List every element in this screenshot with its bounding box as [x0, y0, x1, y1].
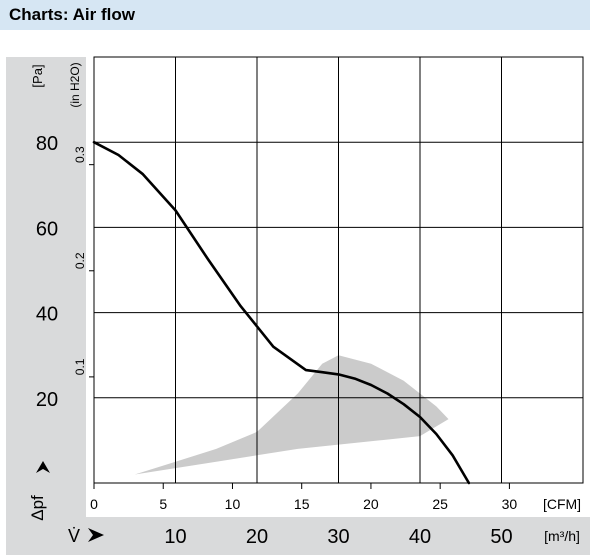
x-tick-label-cfm: 0 [90, 496, 98, 512]
x-tick-label-cfm: 10 [225, 496, 241, 512]
x-unit-cfm: [CFM] [543, 496, 581, 512]
y-axis-band [6, 57, 86, 522]
y-tick-label-inh2o: 0.2 [73, 252, 87, 269]
x-tick-label-m3h: 30 [327, 526, 349, 548]
x-tick-label-m3h: 20 [246, 526, 268, 548]
x-tick-label-cfm: 30 [502, 496, 518, 512]
y-tick-label-pa: 40 [36, 304, 58, 326]
x-axis-band [6, 517, 590, 555]
x-tick-label-m3h: 10 [164, 526, 186, 548]
grid-layer [93, 56, 584, 484]
section-header: Charts: Air flow [0, 0, 590, 30]
y-unit-pa: [Pa] [30, 64, 45, 87]
curve-layer [92, 140, 471, 485]
section-title: Charts: Air flow [9, 5, 135, 24]
x-unit-m3h: [m³/h] [544, 528, 580, 544]
y-axis-symbol: Δpf [28, 495, 47, 521]
y-tick-label-pa: 20 [36, 389, 58, 411]
x-axis-symbol: V̇ [68, 526, 80, 546]
y-axis-arrow-icon [36, 461, 50, 473]
x-axis-arrow-icon [88, 528, 104, 542]
label-layer: [Pa] (in H2O) Δpf [CFM] [m³/h] V̇ [28, 62, 581, 546]
y-tick-label-pa: 60 [36, 218, 58, 240]
y-tick-label-inh2o: 0.3 [73, 146, 87, 163]
x-tick-label-cfm: 25 [432, 496, 448, 512]
x-tick-label-cfm: 20 [363, 496, 379, 512]
air-flow-curve [92, 140, 471, 485]
y-tick-label-pa: 80 [36, 133, 58, 155]
y-tick-label-inh2o: 0.1 [73, 358, 87, 375]
x-tick-label-cfm: 15 [294, 496, 310, 512]
tick-layer: 20 40 60 80 0.1 0.2 0.3 0 5 10 15 20 25 30 10 20 30 40 50 [36, 133, 518, 548]
operating-region [94, 355, 449, 483]
x-tick-label-m3h: 50 [490, 526, 512, 548]
x-tick-label-m3h: 40 [409, 526, 431, 548]
x-tick-label-cfm: 5 [159, 496, 167, 512]
y-unit-inh2o: (in H2O) [68, 62, 82, 107]
operating-region-layer [94, 355, 449, 483]
